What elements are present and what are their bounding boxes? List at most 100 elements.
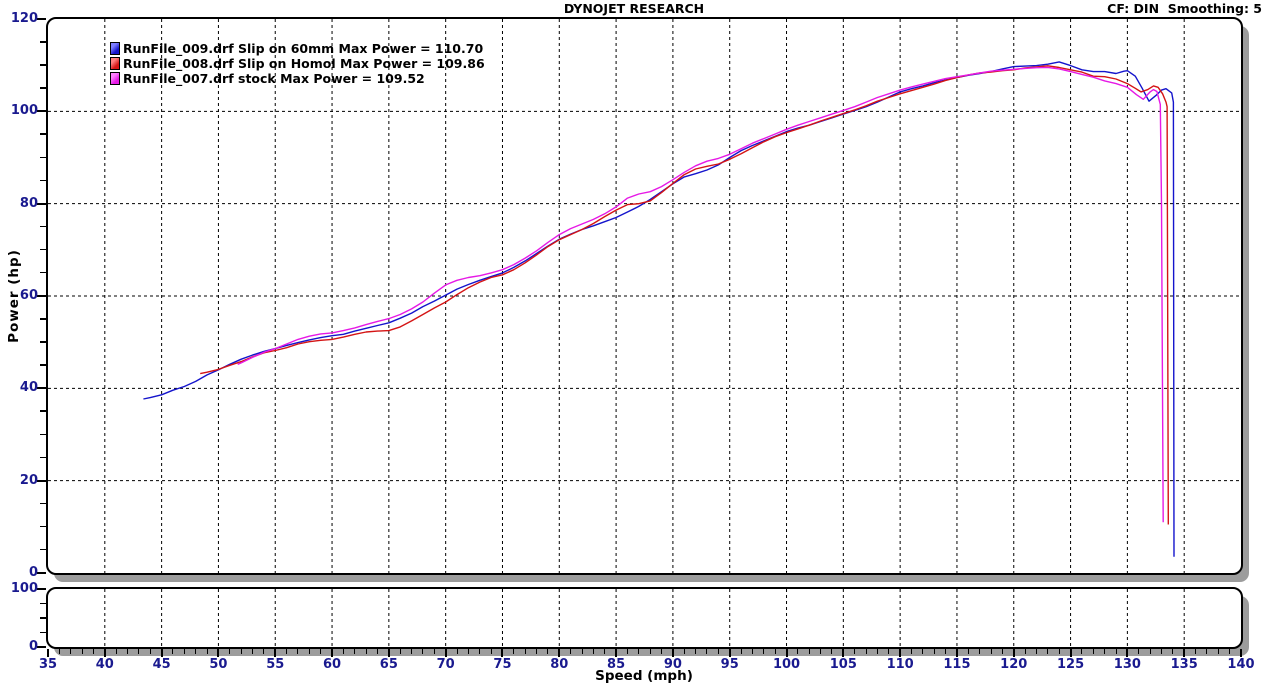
y-tick: [40, 133, 46, 135]
correction-smoothing-info: CF: DIN Smoothing: 5: [1107, 1, 1262, 16]
x-tick-label: 80: [550, 657, 569, 672]
x-tick: [467, 649, 469, 654]
x-tick: [774, 649, 776, 654]
x-tick: [854, 649, 856, 654]
y-tick-label: 100: [10, 581, 38, 596]
x-tick-label: 35: [38, 657, 58, 672]
x-tick: [456, 649, 458, 654]
y-tick: [40, 87, 46, 89]
y-tick: [37, 18, 46, 20]
x-tick-label: 95: [720, 657, 739, 672]
power-curves: [143, 61, 1175, 557]
y-tick: [40, 433, 46, 435]
y-tick: [40, 456, 46, 459]
x-tick: [297, 649, 299, 654]
x-tick: [183, 649, 185, 654]
x-tick: [172, 649, 174, 654]
legend-item: RunFile_009.drf Slip on 60mm Max Power =…: [110, 41, 485, 56]
secondary-grid: [104, 589, 1185, 647]
x-tick: [229, 649, 231, 654]
x-tick: [933, 649, 935, 654]
y-tick-label: 0: [28, 565, 38, 580]
y-tick: [37, 572, 46, 574]
x-tick: [1012, 649, 1015, 657]
x-tick: [808, 649, 810, 654]
x-tick: [422, 649, 424, 654]
secondary-plot-panel: [46, 587, 1243, 649]
x-tick: [1206, 649, 1208, 654]
x-tick: [831, 649, 833, 654]
x-tick: [501, 649, 504, 657]
x-tick: [1138, 649, 1140, 654]
y-tick: [37, 202, 46, 205]
x-tick-label: 55: [266, 657, 285, 672]
x-tick: [626, 649, 628, 654]
x-tick: [717, 649, 719, 654]
x-tick: [47, 649, 49, 657]
y2-tick: [37, 588, 46, 590]
y-tick: [40, 179, 46, 182]
x-tick: [342, 649, 344, 654]
x-tick: [1183, 649, 1186, 657]
x-tick: [1035, 649, 1037, 654]
y-tick: [37, 387, 46, 390]
y2-tick: [40, 617, 46, 619]
y-tick-label: 20: [19, 472, 38, 488]
y-tick-label: 120: [10, 11, 38, 26]
x-tick: [740, 649, 742, 654]
y-tick: [40, 271, 46, 274]
x-tick: [797, 649, 799, 654]
y-tick: [37, 479, 46, 482]
x-tick: [217, 649, 220, 657]
x-tick: [411, 649, 413, 654]
y2-tick: [37, 646, 46, 648]
legend-label: RunFile_007.drf stock Max Power = 109.52: [123, 71, 425, 86]
x-tick: [1047, 649, 1049, 654]
x-tick: [70, 649, 72, 654]
x-tick: [706, 649, 708, 654]
x-tick: [524, 649, 526, 654]
main-grid: [48, 19, 1241, 573]
legend-item: RunFile_008.drf Slip on Homol Max Power …: [110, 56, 485, 71]
x-tick: [785, 649, 788, 657]
x-tick-label: 60: [323, 657, 342, 672]
x-tick: [955, 649, 958, 657]
x-tick: [160, 649, 163, 657]
x-tick: [376, 649, 378, 654]
legend: RunFile_009.drf Slip on 60mm Max Power =…: [110, 41, 485, 86]
x-tick: [911, 649, 912, 654]
curve-runfile_007: [237, 66, 1164, 523]
x-tick: [252, 649, 253, 654]
x-tick: [558, 649, 561, 657]
x-tick: [240, 649, 242, 654]
x-tick: [683, 649, 685, 654]
x-tick: [1217, 649, 1219, 654]
x-tick: [286, 649, 288, 654]
y-tick-label: 60: [19, 288, 38, 303]
y-tick: [40, 410, 46, 412]
y-tick: [40, 502, 46, 505]
x-tick: [263, 649, 265, 654]
y2-tick: [40, 631, 46, 633]
x-tick: [604, 649, 606, 654]
curve-runfile_009: [143, 61, 1175, 557]
x-tick: [490, 649, 492, 654]
x-tick: [865, 649, 867, 654]
x-tick: [1240, 649, 1242, 657]
x-tick: [320, 649, 322, 654]
x-tick: [1058, 649, 1060, 654]
x-tick: [365, 649, 367, 654]
x-tick: [1126, 649, 1129, 657]
y-tick-label: 0: [28, 639, 38, 654]
x-tick: [433, 649, 435, 654]
x-tick: [399, 649, 401, 654]
x-tick-label: 65: [379, 657, 398, 672]
legend-label: RunFile_009.drf Slip on 60mm Max Power =…: [123, 41, 484, 56]
x-tick: [1195, 649, 1197, 654]
y-tick: [40, 525, 46, 528]
x-tick: [1104, 649, 1106, 654]
legend-color-swatch-icon: [110, 57, 120, 70]
x-tick: [728, 649, 731, 657]
y2-tick: [40, 602, 46, 604]
x-tick-label: 125: [1056, 657, 1085, 672]
